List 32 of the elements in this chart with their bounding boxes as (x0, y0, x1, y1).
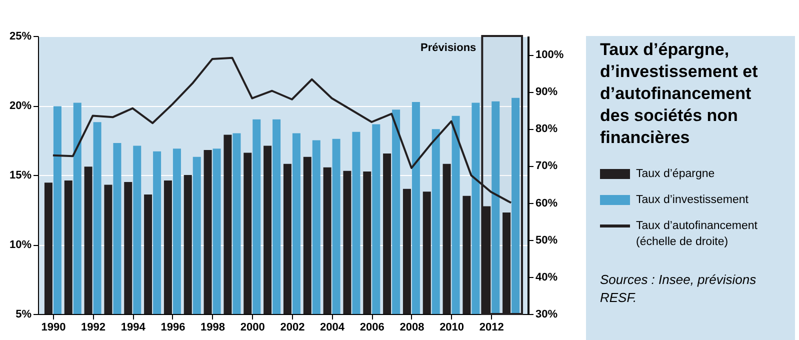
y2-tick-label: 90% (536, 86, 558, 98)
line-series (52, 56, 512, 204)
y-tick-label: 25% (9, 30, 32, 42)
x-tick-label: 1994 (120, 322, 146, 334)
x-tick-label: 1996 (160, 322, 186, 334)
x-tick-label: 1990 (41, 322, 66, 334)
band-label: Prévisions (420, 42, 476, 54)
y2-tick-label: 40% (536, 271, 558, 284)
x-tick-label: 1992 (81, 322, 106, 334)
y2-tick-label: 100% (536, 49, 564, 62)
x-tick-label: 2006 (360, 322, 384, 334)
y2-tick-label: 50% (536, 234, 558, 246)
y-tick-label: 15% (9, 170, 32, 182)
y2-tick-label: 60% (536, 197, 558, 210)
x-tick-label: 2004 (320, 322, 346, 334)
legend-label: Taux d’investissement (636, 194, 750, 206)
source-note: Sources : Insee, prévisions RESF. (600, 272, 757, 305)
y-tick-label: 5% (16, 308, 32, 320)
x-tick-label: 2012 (479, 322, 504, 334)
x-tick-label: 2002 (280, 322, 305, 334)
x-tick-label: 2010 (440, 322, 464, 334)
y2-tick-label: 30% (536, 308, 558, 320)
y2-tick-label: 80% (536, 123, 558, 136)
legend-label: Taux d’épargne (636, 168, 715, 180)
y-tick-label: 10% (9, 239, 32, 251)
legend-label: Taux d’autofinancement (échelle de droite) (636, 220, 758, 248)
x-tick-label: 1998 (200, 322, 226, 334)
y-tick-label: 20% (9, 100, 32, 112)
x-tick-label: 2008 (400, 322, 424, 334)
text: Taux d’épargne, d’investissement et d’autofinancement des sociétés non financières (600, 40, 758, 147)
x-tick-label: 2000 (240, 322, 265, 334)
y2-tick-label: 70% (536, 160, 558, 172)
